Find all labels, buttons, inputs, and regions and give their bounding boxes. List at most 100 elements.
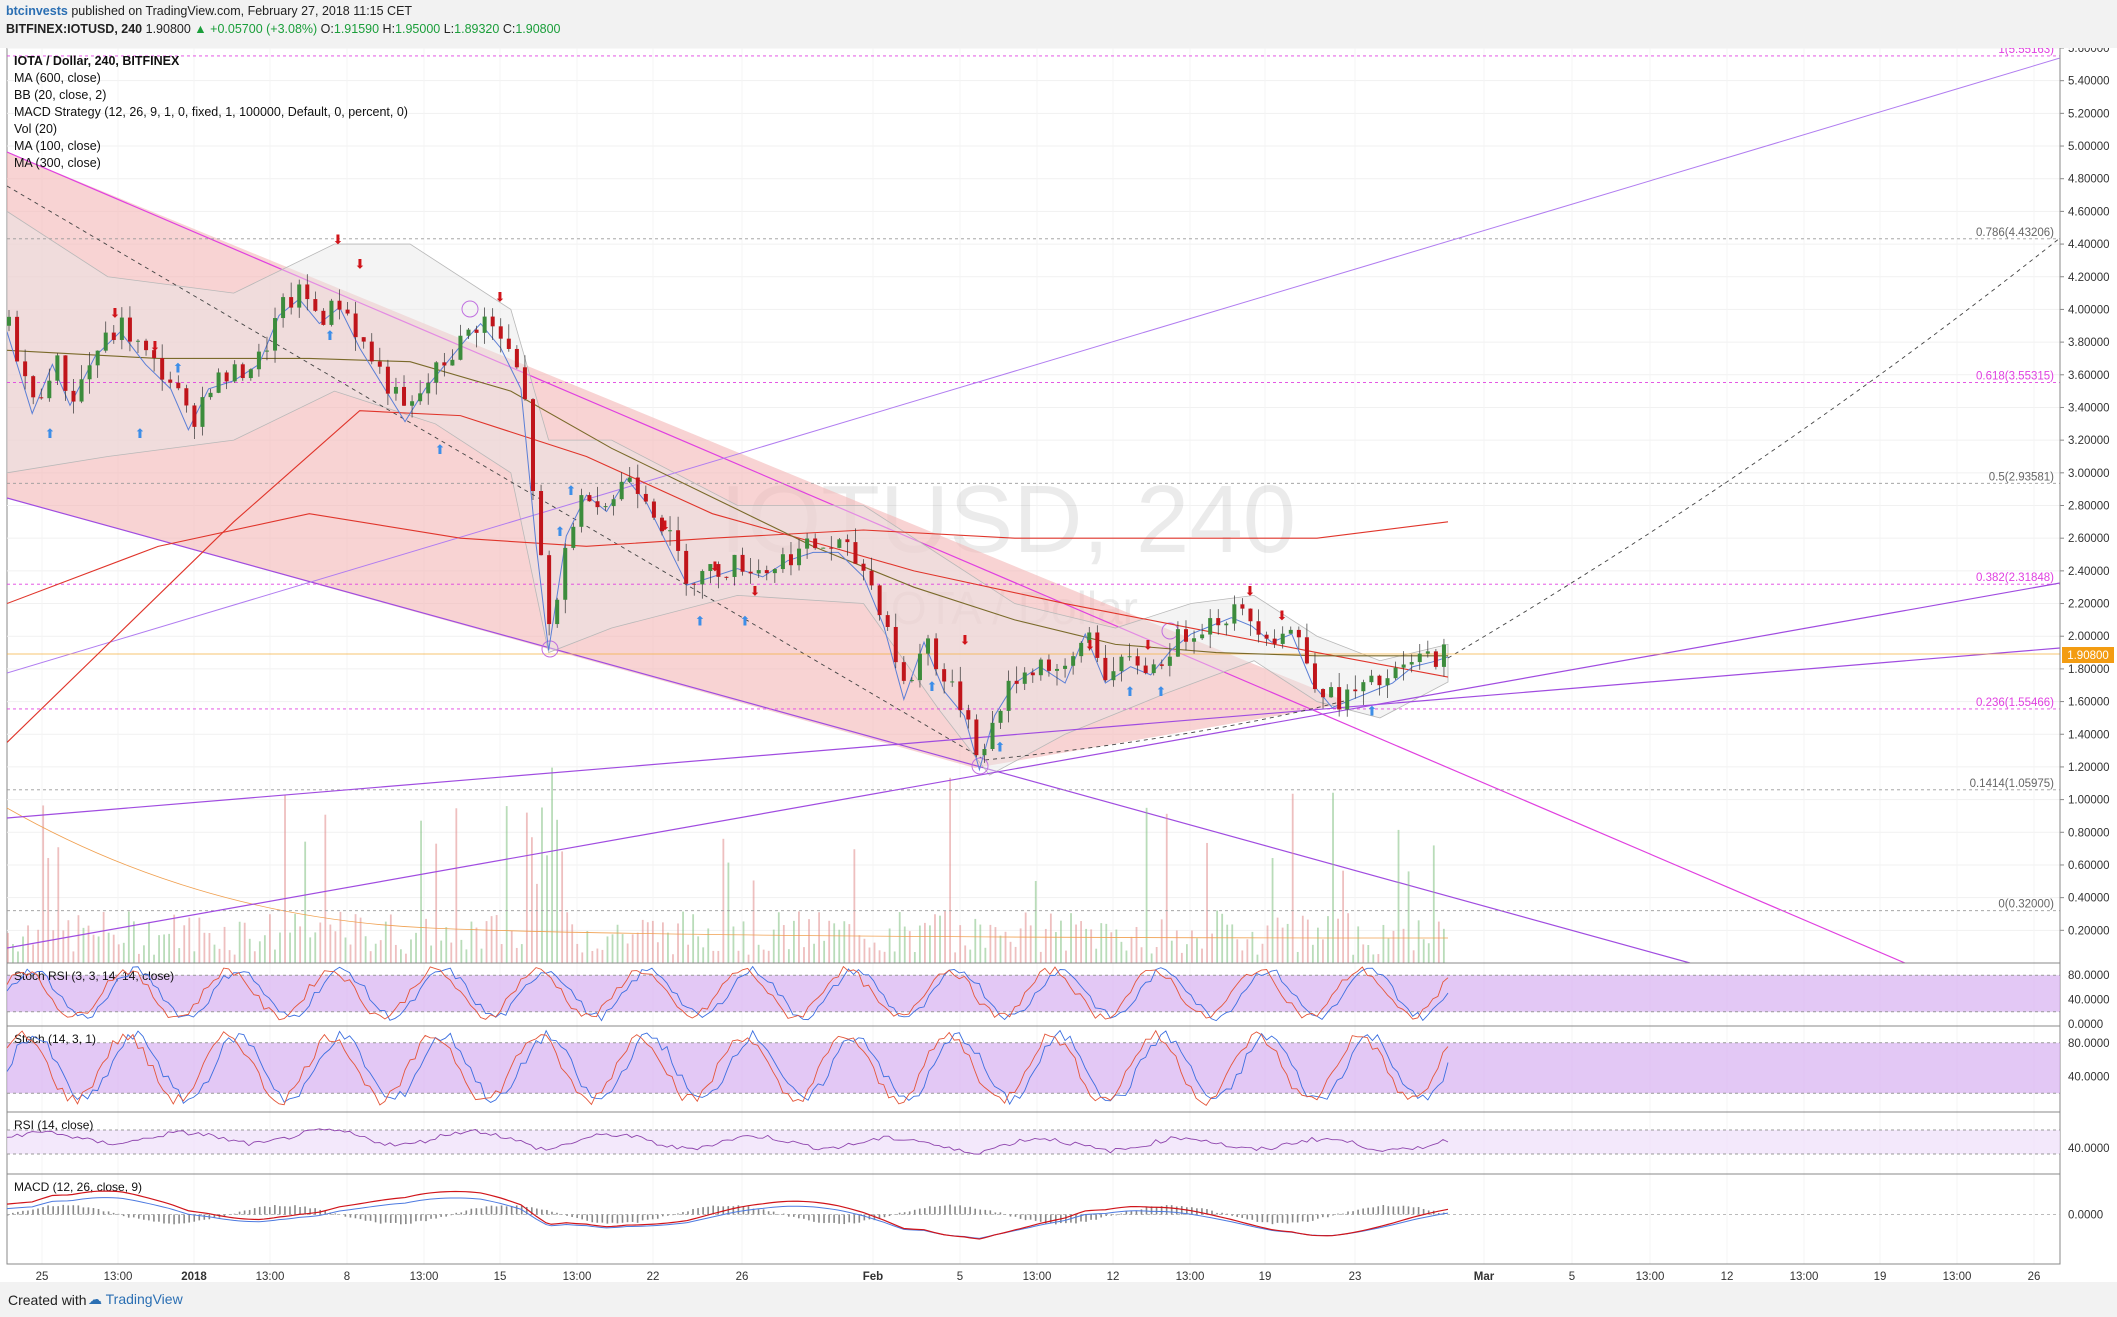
- chart-canvas[interactable]: IOTUSD, 240 IOTA / Dollar 1(5.55163)0.78…: [0, 48, 2117, 1282]
- macd-histogram-bar: [510, 1206, 513, 1215]
- macd-histogram-bar: [732, 1206, 735, 1215]
- macd-histogram-bar: [193, 1214, 196, 1222]
- volume-bar: [843, 921, 846, 963]
- candle-body: [1079, 642, 1084, 657]
- volume-bar: [1382, 924, 1385, 963]
- candle-body: [950, 681, 955, 683]
- legend-item[interactable]: MA (300, close): [14, 156, 101, 170]
- descending-channel[interactable]: [7, 151, 1906, 963]
- tradingview-logo[interactable]: ☁ TradingView: [88, 1291, 183, 1308]
- volume-bar: [1317, 927, 1319, 963]
- volume-bar: [148, 921, 150, 963]
- volume-bar: [1165, 813, 1168, 963]
- macd-histogram-bar: [1044, 1214, 1047, 1224]
- macd-histogram-bar: [178, 1214, 180, 1224]
- high-value: 1.95000: [395, 22, 441, 36]
- candle-body: [998, 710, 1003, 723]
- macd-histogram-bar: [1160, 1206, 1163, 1215]
- candle-body: [829, 547, 834, 549]
- macd-histogram-bar: [47, 1205, 49, 1215]
- macd-line: [6, 1190, 1449, 1240]
- volume-bar: [258, 941, 261, 963]
- candle-body: [587, 495, 592, 502]
- volume-bar: [1155, 947, 1158, 963]
- macd-histogram-bar: [989, 1210, 992, 1215]
- candle-body: [1304, 637, 1309, 664]
- x-tick-label: 13:00: [1790, 1271, 1819, 1282]
- candle-body: [95, 350, 100, 366]
- volume-bar: [520, 944, 523, 963]
- macd-histogram-bar: [334, 1213, 337, 1215]
- candle-body: [853, 542, 858, 564]
- candle-body: [458, 335, 463, 360]
- macd-histogram-bar: [1392, 1206, 1395, 1215]
- macd-histogram-bar: [364, 1214, 367, 1221]
- candle-body: [676, 530, 681, 551]
- macd-histogram-bar: [480, 1208, 483, 1215]
- brand-label: TradingView: [105, 1291, 183, 1307]
- macd-histogram-bar: [294, 1205, 296, 1215]
- candle-body: [442, 362, 447, 366]
- volume-bar: [132, 921, 135, 963]
- macd-histogram-bar: [344, 1214, 347, 1217]
- macd-histogram-bar: [1155, 1206, 1158, 1215]
- macd-histogram-bar: [576, 1214, 578, 1218]
- volume-bar: [1231, 924, 1234, 963]
- legend-item[interactable]: MA (600, close): [14, 71, 101, 85]
- legend-item[interactable]: BB (20, close, 2): [14, 88, 106, 102]
- volume-bar: [1432, 845, 1435, 963]
- candle-body: [15, 316, 20, 362]
- volume-bar: [173, 914, 176, 963]
- candle-body: [1232, 604, 1237, 624]
- volume-bar: [138, 953, 140, 963]
- legend-item[interactable]: MA (100, close): [14, 139, 101, 153]
- candle-body: [55, 355, 60, 381]
- volume-bars: [7, 767, 1449, 963]
- macd-histogram-bar: [531, 1207, 533, 1215]
- open-value: 1.91590: [333, 22, 380, 36]
- volume-bar: [400, 949, 402, 963]
- legend-item[interactable]: MACD Strategy (12, 26, 9, 1, 0, fixed, 1…: [14, 105, 408, 119]
- volume-bar: [77, 915, 80, 963]
- candle-body: [1103, 657, 1108, 681]
- candle-body: [1167, 656, 1172, 666]
- x-tick-label: 13:00: [1176, 1271, 1205, 1282]
- macd-histogram-bar: [541, 1209, 543, 1215]
- trend-line: [7, 647, 2060, 819]
- volume-bar: [1014, 946, 1017, 963]
- legend-item[interactable]: Vol (20): [14, 122, 57, 136]
- macd-histogram-bar: [77, 1205, 80, 1215]
- volume-bar: [934, 914, 936, 963]
- macd-histogram-bar: [1231, 1214, 1233, 1216]
- macd-histogram-bar: [1256, 1214, 1259, 1222]
- candle-body: [498, 326, 503, 339]
- macd-histogram-bar: [1407, 1206, 1410, 1215]
- volume-bar: [1226, 924, 1229, 963]
- macd-histogram-bar: [1140, 1209, 1143, 1215]
- candle-body: [160, 358, 165, 380]
- macd-histogram-bar: [369, 1214, 372, 1221]
- candle-body: [1409, 662, 1414, 665]
- author-link[interactable]: btcinvests: [6, 4, 68, 18]
- volume-bar: [515, 947, 518, 963]
- time-axis[interactable]: 25 13:00 2018 13:00 8 13:00 15 13:00 22 26 Feb 5 13:…: [7, 1263, 2060, 1282]
- volume-bar: [1130, 936, 1133, 963]
- fib-label: 0.618(3.55315): [1976, 370, 2054, 382]
- trend-lines[interactable]: [7, 57, 2060, 949]
- x-tick-label: 13:00: [1636, 1271, 1665, 1282]
- volume-bar: [964, 945, 967, 963]
- candle-body: [1071, 656, 1076, 666]
- sell-arrow-icon: ⬇: [1245, 583, 1256, 598]
- candle-body: [1022, 672, 1027, 684]
- macd-histogram-bar: [863, 1214, 866, 1221]
- candle-body: [700, 571, 705, 585]
- volume-bar: [929, 925, 931, 963]
- price-axis[interactable]: 5.60000 5.40000 5.20000 5.00000 4.80000 4.600…: [2060, 48, 2110, 937]
- volume-bar: [787, 949, 790, 963]
- volume-bar: [97, 936, 100, 963]
- candle-body: [555, 599, 560, 625]
- macd-histogram-bar: [213, 1214, 216, 1219]
- y-tick-label: 4.00000: [2068, 304, 2110, 316]
- volume-bar: [22, 936, 24, 963]
- macd-histogram-bar: [173, 1214, 175, 1225]
